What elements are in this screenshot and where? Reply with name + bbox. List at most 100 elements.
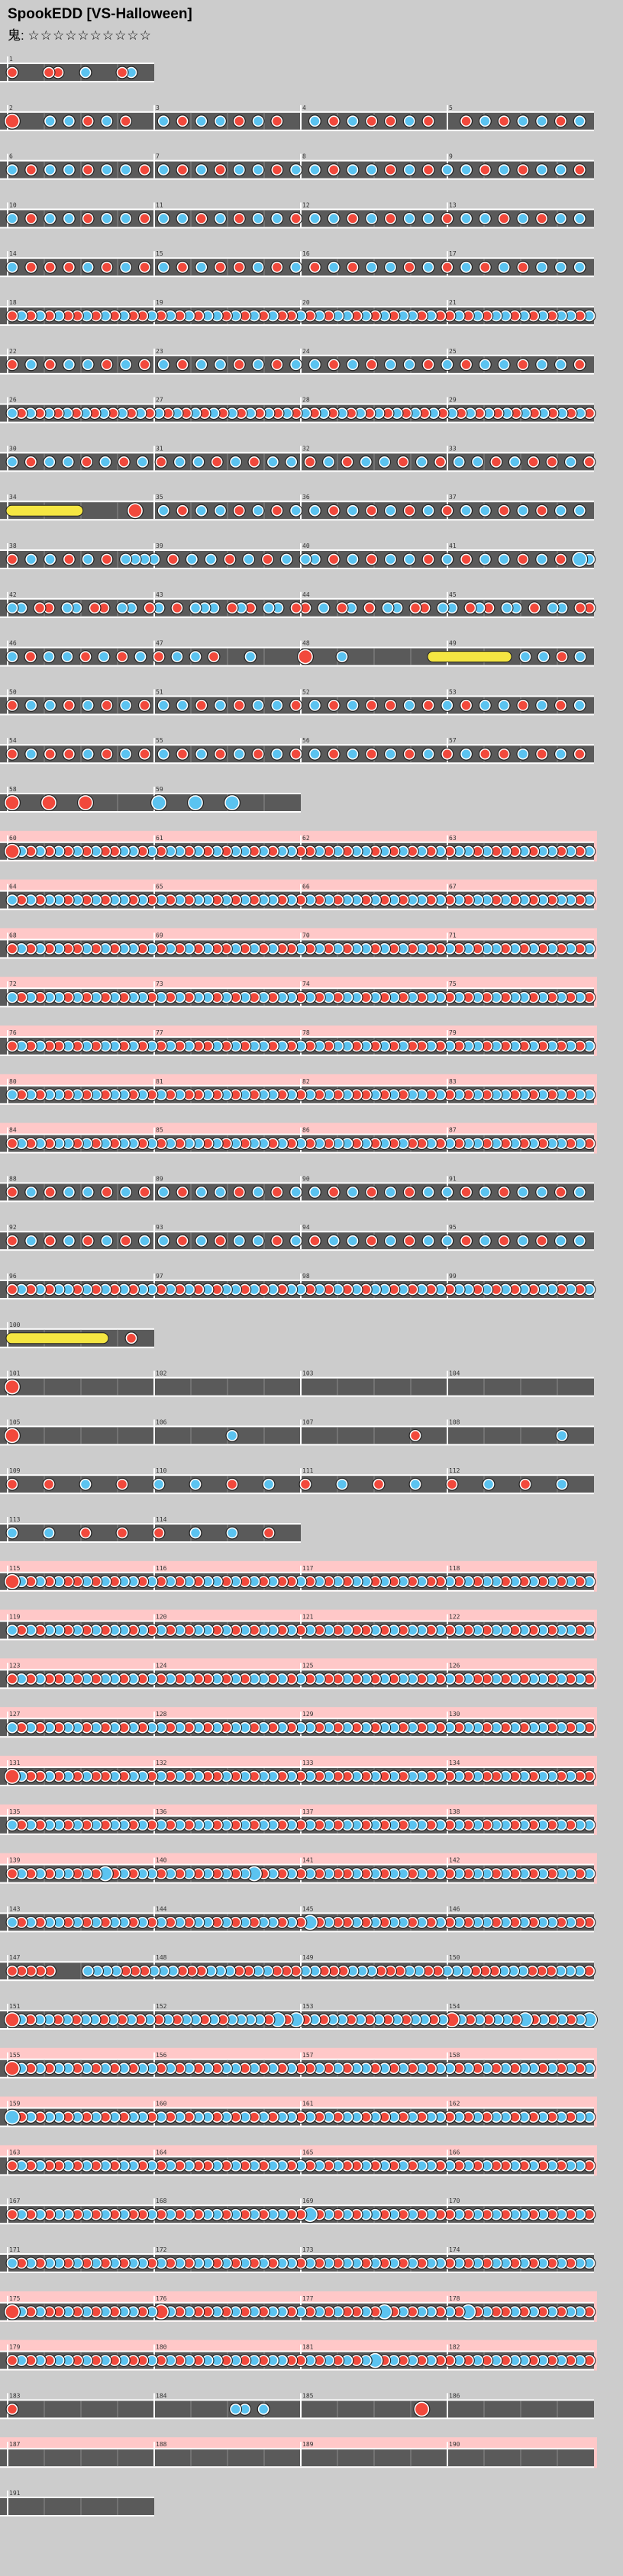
don-note xyxy=(215,261,226,273)
note-outline xyxy=(5,1283,19,1296)
don-note xyxy=(6,943,18,955)
bar-number: 22 xyxy=(9,348,17,355)
note-outline xyxy=(270,211,284,225)
note-outline xyxy=(421,552,435,566)
ka-note xyxy=(79,2014,92,2026)
note-outline xyxy=(62,1234,76,1248)
don-note xyxy=(517,553,529,565)
ka-note xyxy=(572,552,587,567)
ka-note xyxy=(574,407,586,419)
note-outline xyxy=(204,552,218,566)
bar-number: 160 xyxy=(156,2101,167,2107)
note-outline xyxy=(4,794,21,811)
note-outline xyxy=(535,1185,549,1199)
don-note xyxy=(226,602,238,614)
bar-number: 48 xyxy=(302,640,310,647)
note-outline xyxy=(335,650,349,664)
note-outline xyxy=(42,650,56,664)
note-outline xyxy=(214,1234,228,1248)
ka-note xyxy=(336,651,348,662)
bar-number: 158 xyxy=(449,2052,460,2059)
note-outline xyxy=(535,211,549,225)
note-outline xyxy=(436,601,450,615)
note-outline xyxy=(176,114,189,128)
don-note xyxy=(6,553,18,565)
ka-note xyxy=(44,553,56,565)
note-outline xyxy=(5,309,19,323)
note-outline xyxy=(260,552,274,566)
don-note xyxy=(483,602,495,614)
don-note xyxy=(116,651,128,662)
bar-number: 18 xyxy=(9,299,17,306)
bar-number: 105 xyxy=(9,1418,21,1425)
don-note xyxy=(498,748,510,760)
don-note xyxy=(498,115,510,127)
ka-note xyxy=(345,602,357,614)
ka-note xyxy=(385,1235,396,1247)
note-outline xyxy=(24,211,38,225)
ka-note xyxy=(441,359,454,371)
don-note xyxy=(5,1574,20,1589)
bar-number: 66 xyxy=(302,884,310,890)
don-note xyxy=(79,1527,92,1539)
don-note xyxy=(573,748,586,760)
note-lane xyxy=(0,1378,594,1396)
note-outline xyxy=(289,698,303,712)
note-outline xyxy=(152,1477,166,1491)
note-outline xyxy=(441,358,454,372)
bar-number: 96 xyxy=(9,1273,17,1280)
don-note xyxy=(234,261,245,273)
note-outline xyxy=(62,211,76,225)
don-note xyxy=(573,164,586,175)
don-note xyxy=(82,213,94,224)
don-note xyxy=(139,1187,150,1198)
bar-number: 65 xyxy=(156,884,163,890)
note-outline xyxy=(383,1234,397,1248)
don-note xyxy=(6,1868,18,1879)
note-outline xyxy=(383,1185,397,1199)
don-note xyxy=(116,1478,128,1490)
bar-number: 111 xyxy=(302,1467,314,1474)
ka-note xyxy=(537,651,550,662)
note-outline xyxy=(289,747,303,761)
note-outline xyxy=(262,601,276,615)
note-outline xyxy=(299,1477,312,1491)
ka-note xyxy=(299,407,312,419)
ka-note xyxy=(446,407,458,419)
note-outline xyxy=(308,1185,321,1199)
note-outline xyxy=(537,650,550,664)
don-note xyxy=(498,1187,510,1198)
note-outline xyxy=(554,260,567,274)
ka-note xyxy=(243,553,254,565)
ka-note xyxy=(234,1235,245,1247)
bar-number: 20 xyxy=(302,299,310,306)
bar-number: 107 xyxy=(302,1418,314,1425)
don-note xyxy=(15,407,27,419)
don-note xyxy=(363,602,376,614)
note-outline xyxy=(441,698,454,712)
note-outline xyxy=(214,114,228,128)
bar-number: 99 xyxy=(449,1273,457,1280)
ka-note xyxy=(422,1235,434,1247)
ka-note xyxy=(537,407,550,419)
bar-number: 110 xyxy=(156,1467,167,1474)
note-outline xyxy=(224,794,240,811)
note-outline xyxy=(79,66,92,79)
ka-note xyxy=(336,1478,348,1490)
bar-number: 76 xyxy=(9,1029,17,1036)
don-note xyxy=(6,1478,18,1490)
ka-note xyxy=(290,504,302,517)
ka-note xyxy=(453,456,465,468)
ka-note xyxy=(473,602,486,614)
ka-note xyxy=(483,1478,495,1490)
don-note xyxy=(404,1187,415,1198)
don-note xyxy=(139,359,150,371)
bar-number: 150 xyxy=(449,1954,460,1961)
note-outline xyxy=(214,211,228,225)
note-outline xyxy=(396,455,410,469)
ka-note xyxy=(460,213,472,224)
don-note xyxy=(555,553,567,565)
don-note xyxy=(434,456,447,468)
don-note xyxy=(366,359,377,371)
ka-note xyxy=(280,553,292,565)
